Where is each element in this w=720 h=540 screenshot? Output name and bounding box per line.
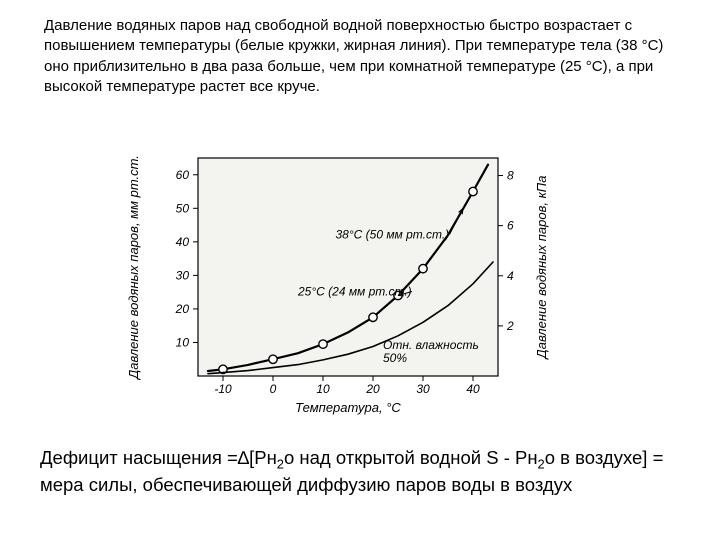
svg-text:4: 4 xyxy=(507,269,514,283)
svg-text:20: 20 xyxy=(175,302,190,316)
svg-text:2: 2 xyxy=(506,319,514,333)
svg-text:Температура, °С: Температура, °С xyxy=(295,400,401,415)
svg-text:10: 10 xyxy=(316,382,330,396)
vapor-pressure-chart: -10 0 10 20 30 40 Температура, °С 10 20 30 40 50 60 Д… xyxy=(120,140,580,420)
page: Давление водяных паров над свободной вод… xyxy=(0,0,720,540)
svg-text:50%: 50% xyxy=(383,351,407,365)
svg-text:Давление водяных паров, кПа: Давление водяных паров, кПа xyxy=(534,176,549,361)
svg-text:Отн. влажность: Отн. влажность xyxy=(383,338,479,352)
svg-text:Давление водяных паров, мм рт.: Давление водяных паров, мм рт.ст. xyxy=(126,155,141,381)
svg-text:40: 40 xyxy=(466,382,480,396)
svg-text:50: 50 xyxy=(176,201,190,215)
svg-text:40: 40 xyxy=(176,235,190,249)
svg-text:60: 60 xyxy=(176,168,190,182)
svg-text:8: 8 xyxy=(507,169,514,183)
svg-text:10: 10 xyxy=(176,335,190,349)
svg-text:6: 6 xyxy=(507,219,514,233)
svg-text:0: 0 xyxy=(270,382,277,396)
intro-paragraph: Давление водяных паров над свободной вод… xyxy=(44,16,684,97)
svg-text:-10: -10 xyxy=(214,382,232,396)
deficit-formula: Дефицит насыщения =∆[Рн2о над открытой в… xyxy=(40,446,690,498)
svg-text:25°С (24 мм рт.ст.): 25°С (24 мм рт.ст.) xyxy=(297,285,412,299)
svg-text:30: 30 xyxy=(176,268,190,282)
svg-text:30: 30 xyxy=(416,382,430,396)
svg-text:20: 20 xyxy=(365,382,380,396)
svg-text:38°С (50 мм рт.ст.): 38°С (50 мм рт.ст.) xyxy=(336,227,450,241)
chart-svg: -10 0 10 20 30 40 Температура, °С 10 20 30 40 50 60 Д… xyxy=(120,140,580,420)
